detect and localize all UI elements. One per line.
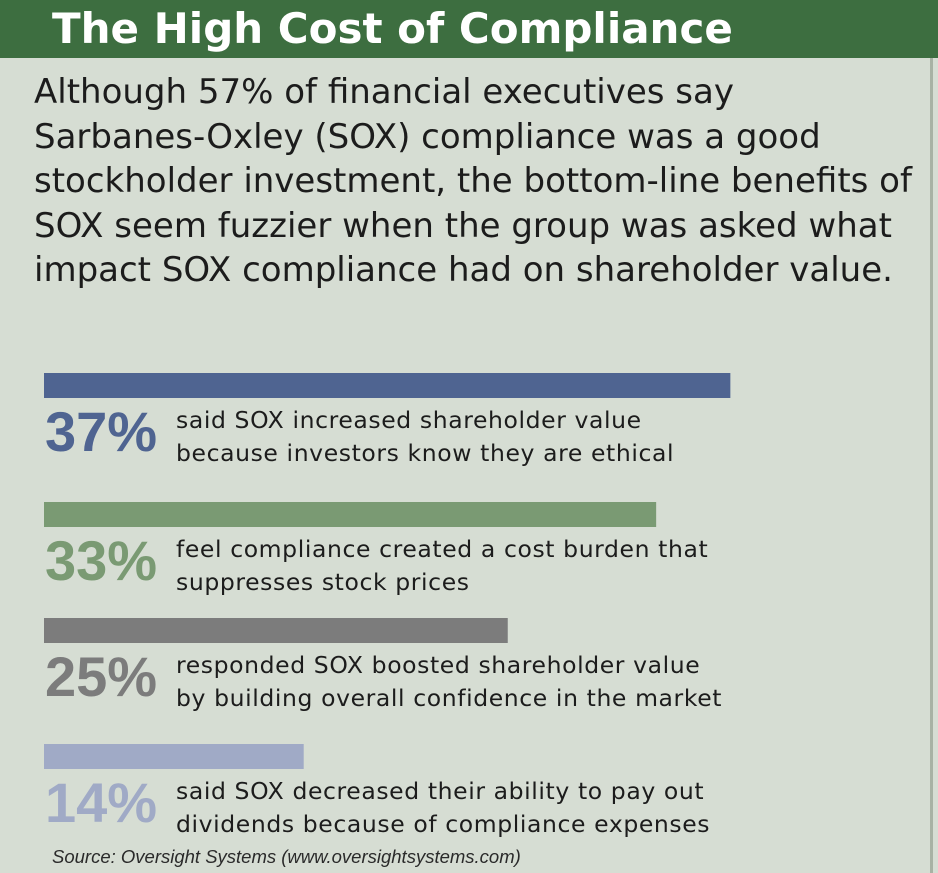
bar-4-value-label: 14% xyxy=(45,771,157,834)
chart-title: The High Cost of Compliance xyxy=(52,4,733,53)
bar-4-category-label: said SOX decreased their ability to pay … xyxy=(176,777,710,838)
bar-3 xyxy=(44,618,508,643)
bar-1-category-label: said SOX increased shareholder value beca… xyxy=(176,406,674,467)
bar-1 xyxy=(44,373,731,398)
bar-2-value-label: 33% xyxy=(45,529,157,592)
bar-4 xyxy=(44,744,304,769)
bar-chart: 37% said SOX increased shareholder value b… xyxy=(44,373,731,838)
intro-text: Although 57% of financial executives say… xyxy=(34,72,912,290)
bar-3-category-label: responded SOX boosted shareholder value b… xyxy=(176,651,722,712)
bar-3-value-label: 25% xyxy=(45,645,157,708)
bar-2-category-label: feel compliance created a cost burden th… xyxy=(176,535,708,596)
header-band: The High Cost of Compliance xyxy=(0,0,938,58)
bar-2 xyxy=(44,502,657,527)
bar-1-value-label: 37% xyxy=(45,400,157,463)
right-divider xyxy=(930,58,933,873)
source-note: Source: Oversight Systems (www.oversight… xyxy=(52,846,521,867)
